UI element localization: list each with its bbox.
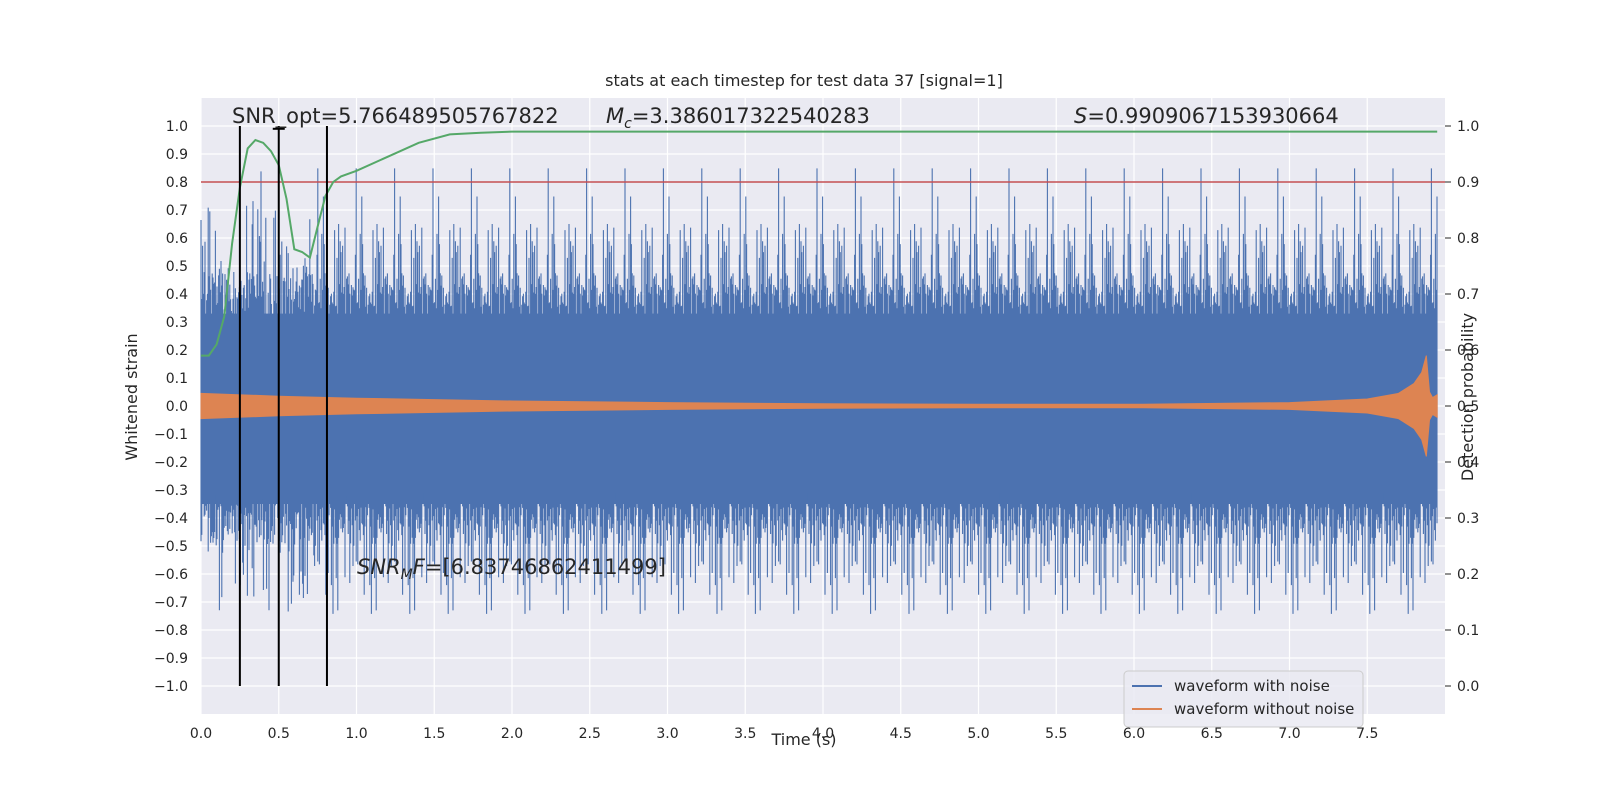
y-tick-label: −0.5: [154, 539, 188, 555]
x-tick-label: 7.5: [1356, 726, 1378, 742]
x-tick-label: 2.5: [579, 726, 601, 742]
annotation-snr-mf-f: F: [413, 555, 426, 579]
y-tick-label: 1.0: [166, 119, 188, 135]
clean-envelope: [200, 355, 1438, 457]
y-tick-label: −0.1: [154, 427, 188, 443]
y-tick-label: 0.7: [166, 203, 188, 219]
y2-tick-label: 0.3: [1457, 511, 1479, 527]
y-tick-label: 0.3: [166, 315, 188, 331]
y2-tick-label: 1.0: [1457, 119, 1479, 135]
annotation-snr-mf-symbol: SNR: [357, 555, 401, 579]
y-tick-label: 0.4: [166, 287, 188, 303]
y-tick-label: −0.9: [154, 651, 188, 667]
x-tick-label: 1.0: [345, 726, 367, 742]
series-detection-probability: [201, 130, 1438, 357]
annotation-snr-mf: SNRMF=[6.83746862411499]: [357, 555, 666, 583]
annotation-chirp-mass: Mc=3.386017322540283: [606, 104, 870, 132]
y-tick-label: −0.4: [154, 511, 188, 527]
x-tick-label: 2.0: [501, 726, 523, 742]
series-waveform-without-noise: [200, 355, 1438, 457]
x-axis-ticks: 0.0 0.5 1.0 1.5 2.0 2.5 3.0 3.5 4.0 4.5 5.0 5.5 6.0 6…: [190, 726, 1379, 742]
x-tick-label: 5.0: [967, 726, 989, 742]
probability-line: [201, 130, 1438, 357]
x-tick-label: 5.5: [1045, 726, 1067, 742]
legend-box: [1123, 670, 1364, 728]
y2-axis-ticks: 1.0 0.9 0.8 0.7 0.6 0.5 0.4 0.3 0.2 0.1 0.0: [1445, 119, 1479, 695]
annotation-chirp-mass-symbol: M: [606, 104, 624, 128]
x-tick-label: 4.5: [890, 726, 912, 742]
x-tick-label: 4.0: [812, 726, 834, 742]
y2-tick-label: 0.5: [1457, 399, 1479, 415]
y-tick-label: 0.0: [166, 399, 188, 415]
x-tick-label: 6.5: [1201, 726, 1223, 742]
y-tick-label: −0.3: [154, 483, 188, 499]
x-tick-label: 1.5: [423, 726, 445, 742]
legend-label-noise: waveform with noise: [1174, 677, 1330, 695]
y-tick-label: −1.0: [154, 679, 188, 695]
annotation-s-score: S=0.9909067153930664: [1074, 104, 1339, 128]
y2-tick-label: 0.4: [1457, 455, 1479, 471]
x-tick-label: 0.0: [190, 726, 212, 742]
y2-tick-label: 0.2: [1457, 567, 1479, 583]
y2-axis-label: Detection probability: [1458, 313, 1477, 481]
annotation-snr-mf-value: =[6.83746862411499]: [425, 555, 666, 579]
y2-tick-label: 0.1: [1457, 623, 1479, 639]
y2-tick-label: 0.9: [1457, 175, 1479, 191]
legend-label-clean: waveform without noise: [1174, 700, 1354, 718]
legend: waveform with noise waveform without noi…: [1123, 670, 1364, 728]
y-tick-label: 0.1: [166, 371, 188, 387]
x-axis-label: Time (s): [770, 730, 836, 749]
annotation-chirp-mass-value: =3.386017322540283: [632, 104, 870, 128]
y-axis-ticks: 1.0 0.9 0.8 0.7 0.6 0.5 0.4 0.3 0.2 0.1 0.0 −0.1 −0.…: [154, 119, 188, 695]
y-tick-label: −0.8: [154, 623, 188, 639]
y2-tick-label: 0.0: [1457, 679, 1479, 695]
annotation-snr-mf-sub: M: [401, 567, 413, 583]
y-tick-label: −0.6: [154, 567, 188, 583]
y-tick-label: 0.9: [166, 147, 188, 163]
x-tick-label: 6.0: [1123, 726, 1145, 742]
y-tick-label: −0.2: [154, 455, 188, 471]
y-tick-label: 0.6: [166, 231, 188, 247]
y-tick-label: −0.7: [154, 595, 188, 611]
x-tick-label: 0.5: [268, 726, 290, 742]
chart-title: stats at each timestep for test data 37 …: [605, 71, 1003, 90]
y2-tick-label: 0.8: [1457, 231, 1479, 247]
annotation-chirp-mass-sub: c: [624, 116, 632, 132]
x-tick-label: 3.0: [656, 726, 678, 742]
annotation-s-value: =0.9909067153930664: [1087, 104, 1338, 128]
y-tick-label: 0.5: [166, 259, 188, 275]
y-tick-label: 0.8: [166, 175, 188, 191]
annotation-s-symbol: S: [1074, 104, 1087, 128]
y2-tick-label: 0.7: [1457, 287, 1479, 303]
vertical-markers: [238, 126, 328, 686]
y-axis-label: Whitened strain: [122, 333, 141, 460]
y-tick-label: 0.2: [166, 343, 188, 359]
x-tick-label: 3.5: [734, 726, 756, 742]
y2-tick-label: 0.6: [1457, 343, 1479, 359]
annotation-snr-opt: SNR_opt=5.766489505767822: [232, 104, 559, 129]
x-tick-label: 7.0: [1278, 726, 1300, 742]
